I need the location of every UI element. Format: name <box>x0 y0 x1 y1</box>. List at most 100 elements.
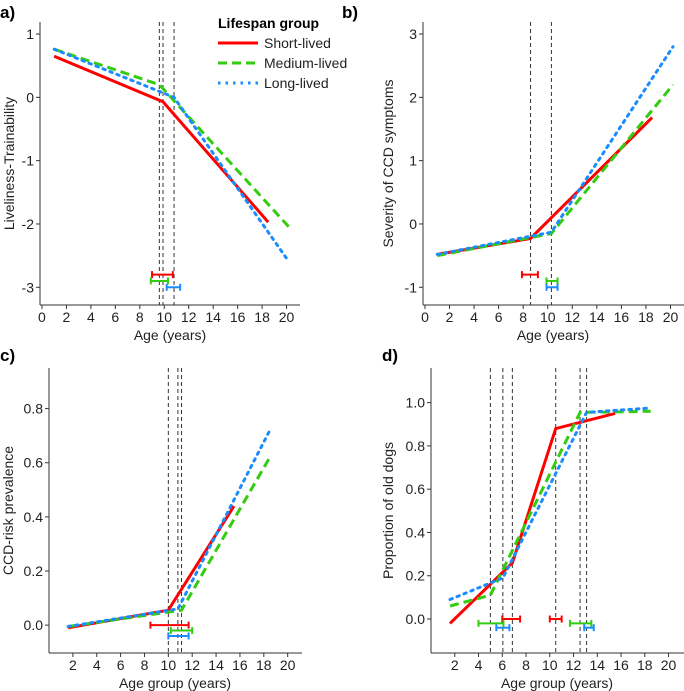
legend-label-medium: Medium-lived <box>264 55 347 71</box>
y-tick-label: -1 <box>22 153 35 169</box>
legend-title: Lifespan group <box>218 15 319 31</box>
series-line-short-lived <box>53 54 270 224</box>
breakpoint-ci-medium-lived <box>568 619 593 627</box>
breakpoint-ci-long-lived <box>583 624 595 632</box>
panel-label: b) <box>342 3 358 22</box>
breakpoint-ci-short-lived <box>520 271 539 279</box>
x-tick-label: 10 <box>542 657 558 673</box>
x-tick-label: 16 <box>230 309 246 325</box>
y-tick-label: 1 <box>409 153 417 169</box>
x-tick-label: 4 <box>475 657 483 673</box>
y-tick-label: 0.8 <box>24 401 44 417</box>
x-tick-label: 10 <box>156 309 172 325</box>
series-line-long-lived <box>66 428 272 628</box>
x-axis-title: Age (years) <box>517 327 589 343</box>
breakpoint-ci-long-lived <box>167 632 190 640</box>
series-line-medium-lived <box>67 456 272 628</box>
y-tick-label: -2 <box>22 216 35 232</box>
x-tick-label: 6 <box>117 657 125 673</box>
panel-d: d) 2 4 6 8 10 12 14 16 18 20 0.0 0.2 0.4 0.6 0.8 1.0 Age … <box>380 346 684 691</box>
panel-label: a) <box>0 3 15 22</box>
breakpoint-ci-medium-lived <box>477 619 505 627</box>
x-tick-label: 12 <box>181 309 197 325</box>
x-tick-label: 0 <box>421 309 429 325</box>
y-tick-label: -3 <box>22 279 35 295</box>
y-tick-label: 0.2 <box>406 568 426 584</box>
x-tick-label: 18 <box>256 657 272 673</box>
y-tick-label: 3 <box>409 26 417 42</box>
x-tick-label: 18 <box>254 309 270 325</box>
breakpoint-ci-short-lived <box>548 615 563 623</box>
y-axis-title: Proportion of old dogs <box>380 442 396 579</box>
x-tick-label: 18 <box>637 657 653 673</box>
panel-label: d) <box>382 346 398 365</box>
legend-label-long: Long-lived <box>264 75 329 91</box>
breakpoint-ci-long-lived <box>545 283 559 291</box>
x-tick-label: 20 <box>661 657 677 673</box>
x-tick-label: 12 <box>564 309 580 325</box>
x-tick-label: 8 <box>522 657 530 673</box>
x-tick-label: 8 <box>519 309 527 325</box>
series-line-long-lived <box>448 406 653 601</box>
x-tick-label: 2 <box>63 309 71 325</box>
breakpoint-ci-medium-lived <box>169 627 194 635</box>
y-axis-title: CCD-risk prevalence <box>0 446 16 575</box>
series-line-medium-lived <box>53 47 291 229</box>
x-tick-label: 2 <box>451 657 459 673</box>
x-tick-label: 14 <box>208 657 224 673</box>
x-tick-label: 2 <box>69 657 77 673</box>
y-tick-label: 0.0 <box>24 617 44 633</box>
breakpoint-ci-medium-lived <box>149 277 169 285</box>
x-tick-label: 14 <box>590 657 606 673</box>
y-tick-label: 0.0 <box>406 611 426 627</box>
x-tick-label: 4 <box>87 309 95 325</box>
panel-label: c) <box>0 346 15 365</box>
y-tick-label: 0.6 <box>24 455 44 471</box>
x-axis-title: Age group (years) <box>119 675 231 691</box>
x-tick-label: 12 <box>184 657 200 673</box>
series-line-long-lived <box>52 47 291 264</box>
x-tick-label: 2 <box>446 309 454 325</box>
x-tick-label: 14 <box>205 309 221 325</box>
x-axis-title: Age group (years) <box>501 675 613 691</box>
y-tick-label: 0 <box>409 216 417 232</box>
y-tick-label: 1 <box>26 26 34 42</box>
x-tick-label: 16 <box>613 657 629 673</box>
series-line-short-lived <box>448 411 616 625</box>
x-tick-label: 12 <box>566 657 582 673</box>
series-line-short-lived <box>67 505 236 630</box>
x-tick-label: 4 <box>470 309 478 325</box>
x-tick-label: 6 <box>495 309 503 325</box>
x-tick-label: 8 <box>136 309 144 325</box>
x-tick-label: 20 <box>280 657 296 673</box>
y-tick-label: 0.8 <box>406 438 426 454</box>
y-tick-label: -1 <box>405 279 418 295</box>
x-tick-label: 20 <box>279 309 295 325</box>
panel-c: c) 2 4 6 8 10 12 14 16 18 20 0.0 0.2 0.4 0.6 0.8 Age gro… <box>0 346 302 691</box>
y-tick-label: 1.0 <box>406 395 426 411</box>
x-tick-label: 8 <box>141 657 149 673</box>
y-tick-label: 0.4 <box>406 524 426 540</box>
x-tick-label: 0 <box>38 309 46 325</box>
y-tick-label: 2 <box>409 89 417 105</box>
breakpoint-ci-short-lived <box>501 615 522 623</box>
x-tick-label: 18 <box>638 309 654 325</box>
legend-label-short: Short-lived <box>264 35 331 51</box>
breakpoint-ci-long-lived <box>165 283 182 291</box>
x-tick-label: 10 <box>540 309 556 325</box>
x-tick-label: 16 <box>232 657 248 673</box>
x-tick-label: 14 <box>589 309 605 325</box>
x-tick-label: 4 <box>93 657 101 673</box>
series-line-medium-lived <box>436 83 675 258</box>
series-line-short-lived <box>436 116 654 256</box>
y-tick-label: 0.2 <box>24 563 44 579</box>
y-axis-title: Severity of CCD symptoms <box>380 79 396 247</box>
x-tick-label: 20 <box>663 309 679 325</box>
x-tick-label: 6 <box>111 309 119 325</box>
y-tick-label: 0.4 <box>24 509 44 525</box>
breakpoint-ci-short-lived <box>149 621 190 629</box>
